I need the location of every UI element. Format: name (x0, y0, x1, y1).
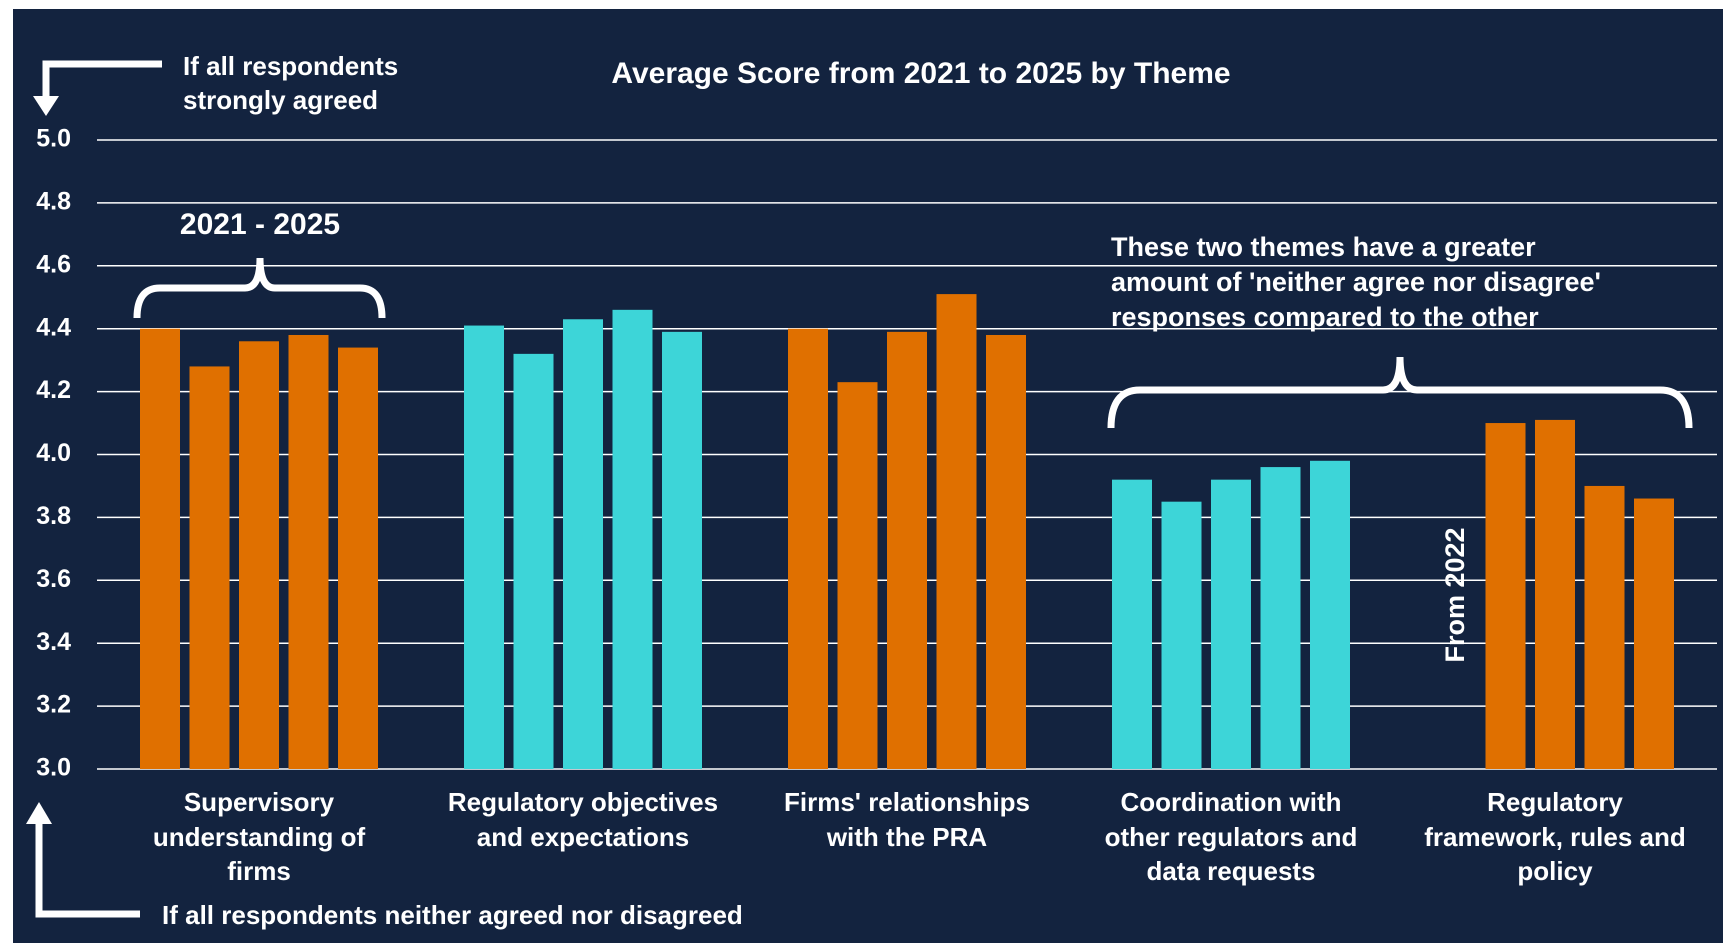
bracket-right (1107, 356, 1693, 429)
x-tick-label: Supervisory understanding of firms (152, 787, 366, 887)
chart-title: Average Score from 2021 to 2025 by Theme (611, 57, 1230, 90)
bar (464, 325, 504, 769)
bar (1211, 479, 1251, 769)
bar (837, 382, 878, 769)
x-tick-label: Regulatory framework, rules and policy (1424, 787, 1686, 887)
bracket-left (133, 257, 386, 319)
arrows (35, 60, 1693, 918)
y-tick-label: 4.0 (36, 439, 71, 467)
top-arrow (42, 60, 162, 100)
y-tick-label: 5.0 (36, 125, 71, 153)
bar (986, 334, 1026, 769)
bar (1584, 485, 1625, 769)
bar (662, 331, 702, 769)
annotation: If all respondents strongly agreed (183, 51, 399, 115)
bar (936, 294, 977, 769)
y-tick-label: 3.0 (36, 754, 71, 782)
bottom-arrowhead (26, 802, 52, 824)
y-tick-label: 4.8 (36, 188, 71, 216)
bar (140, 328, 180, 769)
bar (239, 341, 279, 769)
bar (288, 334, 329, 769)
bar (563, 319, 603, 769)
bottom-arrow (35, 820, 140, 918)
bar (513, 353, 554, 769)
y-tick-label: 4.2 (36, 376, 71, 404)
annotation: If all respondents neither agreed nor di… (162, 900, 743, 930)
bar (1310, 460, 1350, 769)
bar (788, 328, 828, 769)
top-arrowhead (33, 96, 59, 116)
y-tick-label: 3.6 (36, 565, 71, 593)
x-tick-label: Firms' relationships with the PRA (783, 787, 1031, 852)
bar (1260, 467, 1301, 769)
bar (189, 366, 230, 769)
x-tick-label: Regulatory objectives and expectations (447, 787, 719, 852)
y-tick-label: 4.6 (36, 250, 71, 278)
bar-note: From 2022 (1440, 527, 1470, 662)
x-tick-label: Coordination with other regulators and d… (1104, 787, 1358, 887)
y-tick-label: 4.4 (36, 313, 71, 341)
y-tick-label: 3.8 (36, 502, 71, 530)
annotation: 2021 - 2025 (179, 208, 341, 241)
annotation: These two themes have a greater amount o… (1111, 232, 1601, 333)
y-tick-label: 3.4 (36, 628, 71, 656)
y-tick-label: 3.2 (36, 691, 71, 719)
bar (338, 347, 378, 769)
bar (887, 331, 927, 769)
bar (612, 309, 653, 769)
bar (1485, 423, 1526, 769)
bar (1161, 501, 1202, 769)
bar (1535, 419, 1575, 769)
bar (1112, 479, 1152, 769)
bar (1634, 498, 1674, 769)
